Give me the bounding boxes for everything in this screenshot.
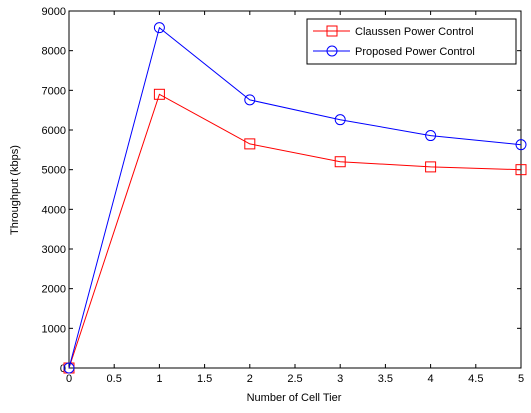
legend-marker-claussen-square-icon (326, 25, 338, 37)
y-axis-label: Throughput (kbps) (9, 145, 21, 235)
plot-area-border (68, 10, 522, 369)
x-tick-label: 5 (518, 373, 524, 385)
y-tick-label: 7000 (42, 85, 66, 97)
legend-entry-proposed: Proposed Power Control (313, 45, 475, 58)
y-tick-label: 4000 (42, 204, 66, 216)
data-point-proposed (153, 22, 165, 34)
x-tick-label: 4 (428, 373, 434, 385)
x-tick-label: 0 (66, 373, 72, 385)
y-tick-label: 2000 (42, 284, 66, 296)
data-point-proposed (425, 130, 437, 142)
x-axis-ticks: 0 0.5 1 1.5 2 2.5 3 3.5 4 4.5 5 (66, 11, 524, 385)
y-tick-label: 0 (60, 363, 66, 375)
y-tick-label: 5000 (42, 165, 66, 177)
series-line-proposed (68, 26, 522, 369)
data-point-proposed (63, 362, 75, 374)
x-tick-label: 1 (156, 373, 162, 385)
y-tick-label: 3000 (42, 244, 66, 256)
y-tick-label: 6000 (42, 125, 66, 137)
y-tick-label: 1000 (42, 323, 66, 335)
legend: Claussen Power Control Proposed Power Co… (306, 18, 517, 65)
data-point-proposed (515, 139, 527, 151)
legend-marker-proposed-circle-icon (326, 45, 338, 57)
x-tick-label: 1.5 (197, 373, 212, 385)
x-tick-label: 2 (247, 373, 253, 385)
x-tick-label: 0.5 (107, 373, 122, 385)
data-point-claussen (244, 138, 256, 150)
series-line-claussen (68, 93, 522, 369)
x-tick-label: 3.5 (378, 373, 393, 385)
data-point-claussen (334, 156, 346, 168)
x-axis-label: Number of Cell Tier (247, 392, 342, 404)
legend-entry-claussen: Claussen Power Control (313, 25, 474, 38)
data-point-proposed (334, 114, 346, 126)
series-layer (63, 22, 527, 374)
data-point-claussen (153, 88, 165, 100)
data-point-proposed (244, 94, 256, 106)
x-tick-label: 3 (337, 373, 343, 385)
legend-label-claussen: Claussen Power Control (355, 26, 474, 38)
x-tick-label: 2.5 (287, 373, 302, 385)
x-tick-label: 4.5 (468, 373, 483, 385)
y-tick-label: 8000 (42, 46, 66, 58)
plot-frame (68, 10, 522, 369)
data-point-claussen (425, 161, 437, 173)
y-axis-ticks: 0 1000 2000 3000 4000 5000 6000 7000 8000 9000 (42, 6, 521, 375)
legend-box (306, 18, 517, 65)
legend-label-proposed: Proposed Power Control (355, 46, 475, 58)
data-point-claussen (515, 164, 527, 176)
y-tick-label: 9000 (42, 6, 66, 18)
